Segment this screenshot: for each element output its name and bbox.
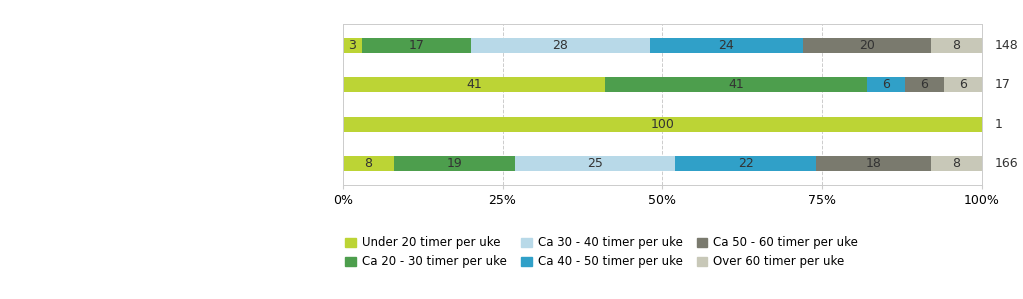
Bar bbox=[866, 77, 905, 92]
Bar bbox=[816, 156, 931, 171]
Bar bbox=[343, 156, 394, 171]
Text: 22: 22 bbox=[738, 157, 753, 170]
Bar bbox=[931, 156, 982, 171]
Text: 19: 19 bbox=[447, 157, 462, 170]
Bar bbox=[905, 77, 943, 92]
Text: 24: 24 bbox=[718, 39, 735, 52]
Bar bbox=[675, 156, 816, 171]
Text: 8: 8 bbox=[952, 39, 961, 52]
Text: 41: 41 bbox=[465, 78, 482, 91]
Text: 3: 3 bbox=[349, 39, 356, 52]
Text: 6: 6 bbox=[921, 78, 929, 91]
Text: 17: 17 bbox=[408, 39, 425, 52]
Bar bbox=[362, 38, 471, 53]
Bar bbox=[343, 77, 605, 92]
Text: 25: 25 bbox=[587, 157, 604, 170]
Bar bbox=[605, 77, 866, 92]
Text: 8: 8 bbox=[952, 157, 961, 170]
Bar bbox=[943, 77, 982, 92]
Text: 18: 18 bbox=[865, 157, 882, 170]
Text: 6: 6 bbox=[959, 78, 967, 91]
Text: 166: 166 bbox=[994, 157, 1019, 170]
Bar bbox=[803, 38, 931, 53]
Text: 8: 8 bbox=[364, 157, 372, 170]
Legend: Under 20 timer per uke, Ca 20 - 30 timer per uke, Ca 30 - 40 timer per uke, Ca 4: Under 20 timer per uke, Ca 20 - 30 timer… bbox=[346, 237, 858, 269]
Bar bbox=[931, 38, 982, 53]
Text: 148: 148 bbox=[994, 39, 1019, 52]
Bar bbox=[516, 156, 675, 171]
Bar bbox=[394, 156, 516, 171]
Text: 100: 100 bbox=[651, 118, 674, 131]
Bar bbox=[343, 38, 362, 53]
Bar bbox=[471, 38, 650, 53]
Text: 41: 41 bbox=[728, 78, 744, 91]
Text: 17: 17 bbox=[994, 78, 1011, 91]
Bar bbox=[650, 38, 803, 53]
Text: 28: 28 bbox=[552, 39, 568, 52]
Text: 20: 20 bbox=[859, 39, 875, 52]
Text: 1: 1 bbox=[994, 118, 1003, 131]
Text: 6: 6 bbox=[882, 78, 890, 91]
Bar bbox=[343, 117, 982, 132]
